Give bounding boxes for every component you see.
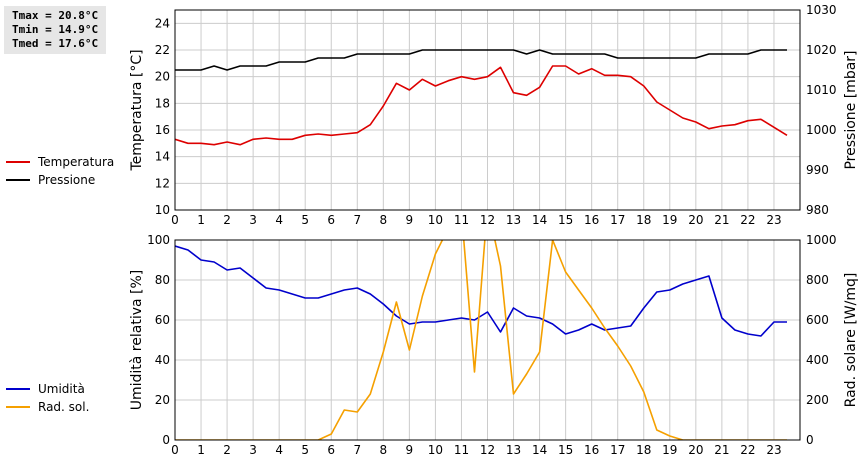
y2-tick-label: 1000 <box>806 123 837 137</box>
y-tick-label: 16 <box>155 123 170 137</box>
tmax-text: Tmax = 20.8°C <box>12 9 99 22</box>
series-line-1 <box>175 65 788 146</box>
x-tick-label: 9 <box>406 443 414 457</box>
x-tick-label: 10 <box>428 213 443 227</box>
series-line-2 <box>175 49 787 71</box>
y2-tick-label: 200 <box>806 393 829 407</box>
x-tick-label: 6 <box>327 213 335 227</box>
x-tick-label: 16 <box>584 443 599 457</box>
y-tick-label: 100 <box>147 233 170 247</box>
plot-frame <box>174 9 801 211</box>
x-tick-label: 20 <box>688 213 703 227</box>
x-tick-label: 11 <box>454 213 469 227</box>
x-tick-label: 14 <box>532 213 547 227</box>
x-tick-label: 15 <box>558 443 573 457</box>
y2-tick-label: 1020 <box>806 43 837 57</box>
x-tick-label: 11 <box>454 443 469 457</box>
tmin-text: Tmin = 14.9°C <box>12 23 99 36</box>
y-tick-label: 12 <box>155 176 170 190</box>
x-tick-label: 0 <box>171 213 179 227</box>
x-tick-label: 21 <box>714 443 729 457</box>
temperature-pressure-chart: 0 1 2 3 4 5 6 7 8 9 10 11 12 13 14 15 16 17 18 19 20 21 22 2310… <box>6 3 859 227</box>
y2-tick-label: 400 <box>806 353 829 367</box>
x-tick-label: 13 <box>506 443 521 457</box>
y-tick-label: 18 <box>155 96 170 110</box>
x-tick-label: 21 <box>714 213 729 227</box>
x-tick-label: 2 <box>223 443 231 457</box>
y2-tick-label: 600 <box>806 313 829 327</box>
x-tick-label: 16 <box>584 213 599 227</box>
x-tick-label: 20 <box>688 443 703 457</box>
x-tick-label: 18 <box>636 443 651 457</box>
y-axis-label: Temperatura [°C] <box>129 49 145 171</box>
y2-tick-label: 1010 <box>806 83 837 97</box>
y2-tick-label: 1030 <box>806 3 837 17</box>
x-tick-label: 5 <box>301 213 309 227</box>
x-tick-label: 1 <box>197 213 205 227</box>
y2-axis-label: Rad. solare [W/mq] <box>843 273 859 408</box>
x-tick-label: 6 <box>327 443 335 457</box>
x-tick-label: 23 <box>766 443 781 457</box>
y2-axis-label: Pressione [mbar] <box>843 50 859 169</box>
y-tick-label: 24 <box>155 16 170 30</box>
legend-label: Umidità <box>38 382 85 396</box>
y-tick-label: 40 <box>155 353 170 367</box>
y-tick-label: 0 <box>162 433 170 447</box>
x-tick-label: 15 <box>558 213 573 227</box>
x-tick-label: 4 <box>275 213 283 227</box>
y-tick-label: 80 <box>155 273 170 287</box>
stats-box: Tmax = 20.8°C Tmin = 14.9°C Tmed = 17.6°… <box>4 6 106 54</box>
y-tick-label: 60 <box>155 313 170 327</box>
x-tick-label: 17 <box>610 443 625 457</box>
y2-tick-label: 1000 <box>806 233 837 247</box>
y-tick-label: 20 <box>155 70 170 84</box>
x-tick-label: 22 <box>740 443 755 457</box>
y-tick-label: 10 <box>155 203 170 217</box>
x-tick-label: 19 <box>662 443 677 457</box>
legend-label: Rad. sol. <box>38 400 89 414</box>
y2-tick-label: 990 <box>806 163 829 177</box>
humidity-solar-chart: 0 1 2 3 4 5 6 7 8 9 10 11 12 13 14 15 16 17 18 19 20 21 22 2302… <box>6 233 859 457</box>
x-tick-label: 0 <box>171 443 179 457</box>
x-tick-label: 9 <box>406 213 414 227</box>
y-axis-label: Umidità relativa [%] <box>129 270 145 411</box>
x-tick-label: 5 <box>301 443 309 457</box>
x-tick-label: 8 <box>380 443 388 457</box>
x-tick-label: 3 <box>249 443 257 457</box>
x-tick-label: 4 <box>275 443 283 457</box>
x-tick-label: 17 <box>610 213 625 227</box>
x-tick-label: 13 <box>506 213 521 227</box>
x-tick-label: 12 <box>480 213 495 227</box>
legend-label: Temperatura <box>37 155 114 169</box>
x-tick-label: 10 <box>428 443 443 457</box>
x-tick-label: 2 <box>223 213 231 227</box>
y-tick-label: 22 <box>155 43 170 57</box>
y2-tick-label: 800 <box>806 273 829 287</box>
tmed-text: Tmed = 17.6°C <box>12 37 99 50</box>
legend-label: Pressione <box>38 173 95 187</box>
x-tick-label: 7 <box>353 443 361 457</box>
y-tick-label: 20 <box>155 393 170 407</box>
x-tick-label: 14 <box>532 443 547 457</box>
x-tick-label: 19 <box>662 213 677 227</box>
x-tick-label: 12 <box>480 443 495 457</box>
x-tick-label: 23 <box>766 213 781 227</box>
x-tick-label: 8 <box>380 213 388 227</box>
series-line-1 <box>175 245 787 337</box>
y-tick-label: 14 <box>155 150 170 164</box>
x-tick-label: 1 <box>197 443 205 457</box>
series-line-2 <box>175 240 787 440</box>
y2-tick-label: 0 <box>806 433 814 447</box>
x-tick-label: 7 <box>353 213 361 227</box>
plot-frame <box>174 239 801 441</box>
x-tick-label: 22 <box>740 213 755 227</box>
y2-tick-label: 980 <box>806 203 829 217</box>
x-tick-label: 3 <box>249 213 257 227</box>
x-tick-label: 18 <box>636 213 651 227</box>
